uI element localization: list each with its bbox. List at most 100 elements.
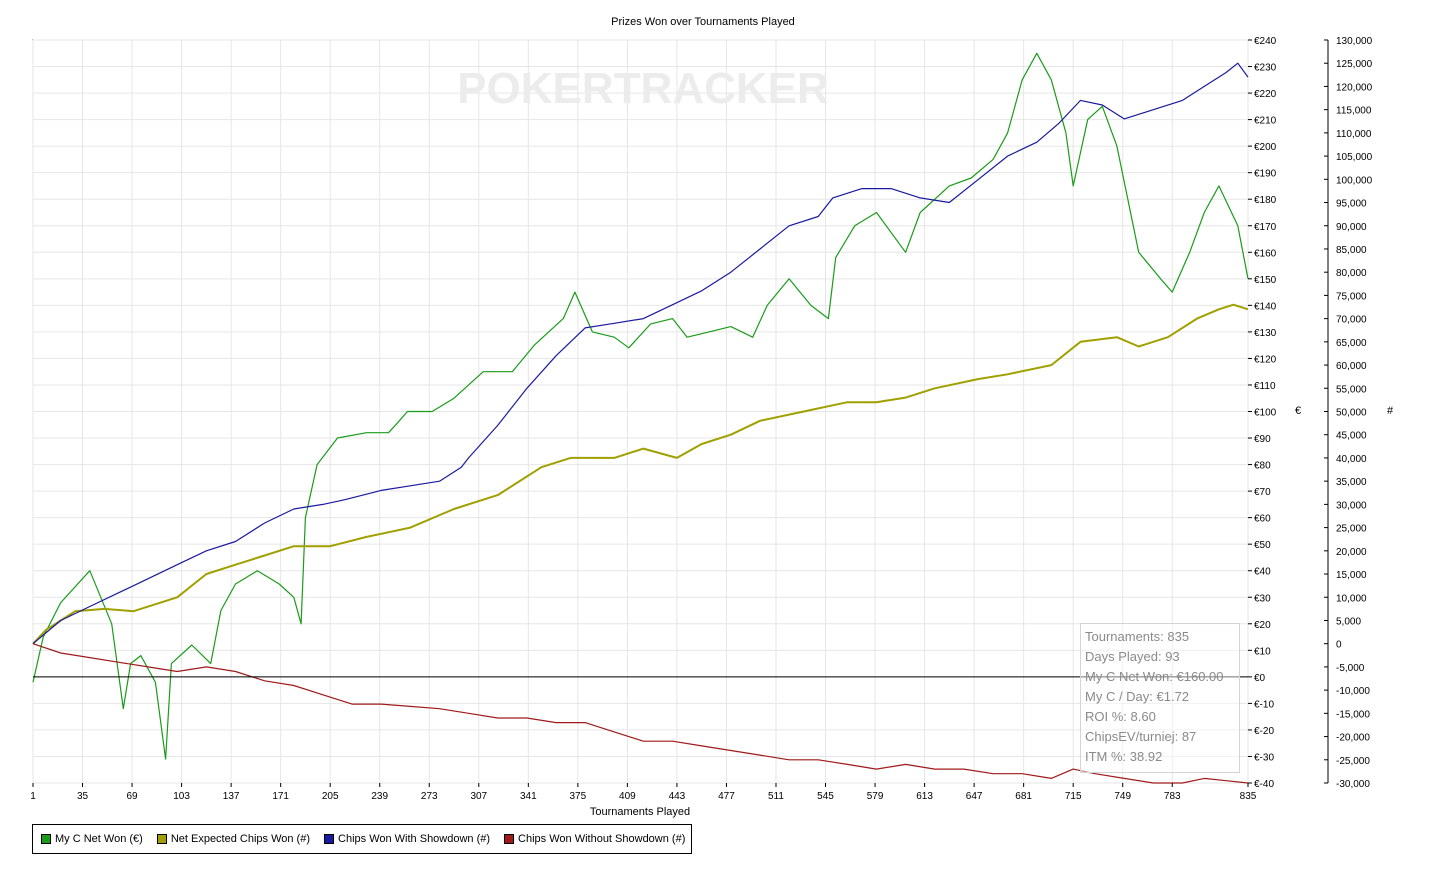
y-right-tick-label: 65,000 [1336, 338, 1367, 349]
y-left-tick-label: €-30 [1254, 752, 1274, 763]
y-left-label: € [1295, 405, 1301, 417]
y-right-tick-label: 55,000 [1336, 384, 1367, 395]
legend-item: Chips Won Without Showdown (#) [504, 833, 685, 845]
legend: My C Net Won (€) Net Expected Chips Won (… [32, 824, 693, 854]
x-tick-label: 579 [867, 791, 884, 802]
x-tick-label: 647 [966, 791, 983, 802]
x-tick-label: 511 [768, 791, 784, 802]
y-right-tick-label: 70,000 [1336, 315, 1367, 326]
y-left-tick-label: €-20 [1254, 726, 1274, 737]
stat-itm: ITM %: 38.92 [1085, 749, 1163, 764]
x-tick-label: 239 [371, 791, 388, 802]
y-right-tick-label: 120,000 [1336, 82, 1373, 93]
stat-per-day: My C / Day: €1.72 [1085, 689, 1190, 704]
x-tick-label: 69 [127, 791, 139, 802]
y-left-tick-label: €0 [1254, 673, 1266, 684]
legend-swatch [324, 834, 335, 844]
y-left-tick-label: €230 [1254, 63, 1277, 74]
y-right-tick-label: 15,000 [1336, 570, 1367, 581]
stats-box: Tournaments: 835 Days Played: 93 My C Ne… [1080, 623, 1240, 773]
x-tick-label: 835 [1240, 791, 1257, 802]
y-left-tick-label: €160 [1254, 248, 1277, 259]
y-right-tick-label: -10,000 [1336, 686, 1370, 697]
y-left-tick-label: €240 [1254, 36, 1277, 47]
y-left-tick-label: €210 [1254, 116, 1277, 127]
legend-swatch [504, 834, 515, 844]
y-left-tick-label: €90 [1254, 434, 1271, 445]
y-left-tick-label: €170 [1254, 222, 1277, 233]
y-right-tick-label: 10,000 [1336, 593, 1367, 604]
legend-swatch [156, 834, 167, 844]
x-tick-label: 375 [570, 791, 587, 802]
legend-item: Net Expected Chips Won (#) [156, 833, 310, 845]
x-tick-label: 783 [1164, 791, 1181, 802]
y-right-label: # [1387, 405, 1394, 417]
legend-label: My C Net Won (€) [55, 833, 143, 845]
legend-item: My C Net Won (€) [41, 833, 143, 845]
y-right-tick-label: 100,000 [1336, 175, 1373, 186]
y-left-tick-label: €110 [1254, 381, 1276, 392]
stat-tournaments: Tournaments: 835 [1085, 629, 1190, 644]
y-right-tick-label: 105,000 [1336, 152, 1373, 163]
y-left-tick-label: €130 [1254, 328, 1277, 339]
x-tick-label: 545 [817, 791, 834, 802]
y-right-tick-label: -5,000 [1336, 663, 1365, 674]
x-tick-label: 137 [223, 791, 240, 802]
y-left-tick-label: €-40 [1254, 779, 1274, 790]
series-layer [32, 52, 1249, 784]
y-right-tick-label: -25,000 [1336, 756, 1370, 767]
y-right-tick-label: 110,000 [1336, 129, 1372, 140]
x-tick-label: 35 [77, 791, 89, 802]
watermark: POKERTRACKER [457, 64, 829, 113]
y-left-tick-label: €-10 [1254, 699, 1274, 710]
y-left-tick-label: €220 [1254, 89, 1277, 100]
y-left-tick-label: €200 [1254, 142, 1277, 153]
legend-label: Chips Won Without Showdown (#) [518, 833, 686, 845]
chart-title: Prizes Won over Tournaments Played [611, 16, 795, 28]
y-right-tick-label: 80,000 [1336, 268, 1367, 279]
y-left-tick-label: €50 [1254, 540, 1271, 551]
y-right-tick-label: -20,000 [1336, 733, 1370, 744]
y-left-tick-label: €190 [1254, 169, 1277, 180]
series-line-3 [32, 62, 1249, 645]
y-right-tick-label: 60,000 [1336, 361, 1367, 372]
legend-item: Chips Won With Showdown (#) [324, 833, 490, 845]
y-right-tick-label: 125,000 [1336, 59, 1373, 70]
x-tick-label: 273 [421, 791, 438, 802]
y-right-tick-label: 35,000 [1336, 477, 1367, 488]
y-right-tick-label: 90,000 [1336, 222, 1367, 233]
y-right-tick-label: 30,000 [1336, 500, 1367, 511]
x-tick-label: 341 [520, 791, 537, 802]
y-right-tick-label: 50,000 [1336, 408, 1367, 419]
y-left-tick-label: €10 [1254, 646, 1271, 657]
y-left-tick-label: €140 [1254, 301, 1277, 312]
y-left-tick-label: €20 [1254, 620, 1271, 631]
y-left-tick-label: €150 [1254, 275, 1277, 286]
y-right-tick-label: 45,000 [1336, 431, 1367, 442]
x-tick-label: 681 [1015, 791, 1032, 802]
grid [32, 39, 1249, 784]
y-left-tick-label: €80 [1254, 461, 1271, 472]
x-tick-label: 477 [718, 791, 735, 802]
y-right-tick-label: 20,000 [1336, 547, 1367, 558]
y-right-tick-label: 5,000 [1336, 616, 1361, 627]
y-left-tick-label: €70 [1254, 487, 1271, 498]
series-line-1 [32, 52, 1249, 760]
series-line-2 [32, 303, 1249, 645]
y-left-tick-label: €120 [1254, 354, 1277, 365]
y-right-tick-label: -15,000 [1336, 709, 1370, 720]
x-tick-label: 1 [30, 791, 36, 802]
y-left-tick-label: €60 [1254, 514, 1271, 525]
legend-swatch [41, 834, 51, 844]
stat-net-won: My C Net Won: €160.00 [1085, 669, 1224, 684]
stat-roi: ROI %: 8.60 [1085, 709, 1156, 724]
y-right-tick-label: 95,000 [1336, 199, 1367, 210]
y-left-tick-label: €100 [1254, 408, 1277, 419]
x-tick-label: 103 [173, 791, 190, 802]
y-right-tick-label: 0 [1336, 640, 1342, 651]
x-tick-label: 171 [272, 791, 289, 802]
x-tick-label: 749 [1114, 791, 1131, 802]
stat-chipsev: ChipsEV/turniej: 87 [1085, 729, 1197, 744]
x-tick-label: 613 [916, 791, 933, 802]
